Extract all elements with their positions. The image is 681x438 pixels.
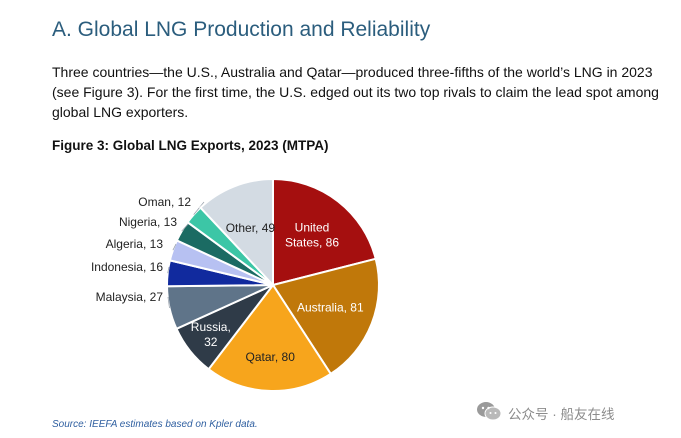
- figure-source: Source: IEEFA estimates based on Kpler d…: [52, 419, 258, 430]
- watermark-text: 公众号 · 船友在线: [508, 406, 615, 422]
- pie-chart: United States, 86 Australia, 81 Qatar, 80 Ru…: [91, 177, 380, 392]
- pie-slice-qatar: [207, 283, 333, 392]
- leader-line-oman: [193, 201, 205, 215]
- pie-slice-other: [199, 177, 274, 288]
- slice-label-algeria: Algeria, 13: [106, 237, 164, 251]
- pie-slice-united-states: [272, 177, 377, 287]
- slice-label-malaysia: Malaysia, 27: [96, 290, 164, 304]
- section-heading: A. Global LNG Production and Reliability: [52, 18, 431, 41]
- slice-label-australia: Australia, 81: [297, 300, 364, 314]
- slice-label-indonesia: Indonesia, 16: [91, 260, 163, 274]
- slice-label-united-states: United States, 86: [285, 220, 339, 249]
- wechat-icon: [476, 401, 502, 424]
- leader-line-algeria: [172, 243, 177, 251]
- slice-label-qatar: Qatar, 80: [246, 350, 296, 364]
- slice-label-other: Other, 49: [226, 221, 276, 235]
- watermark: 公众号 · 船友在线: [476, 401, 615, 424]
- slice-label-nigeria: Nigeria, 13: [119, 215, 177, 229]
- leader-line-indonesia: [167, 266, 170, 274]
- pie-slice-australia: [271, 257, 380, 376]
- figure-title: Figure 3: Global LNG Exports, 2023 (MTPA…: [52, 138, 329, 153]
- intro-paragraph: Three countries—the U.S., Australia and …: [52, 64, 659, 120]
- slice-label-oman: Oman, 12: [138, 195, 191, 209]
- leader-line-malaysia: [167, 296, 170, 309]
- slice-label-russia: Russia, 32: [191, 320, 231, 349]
